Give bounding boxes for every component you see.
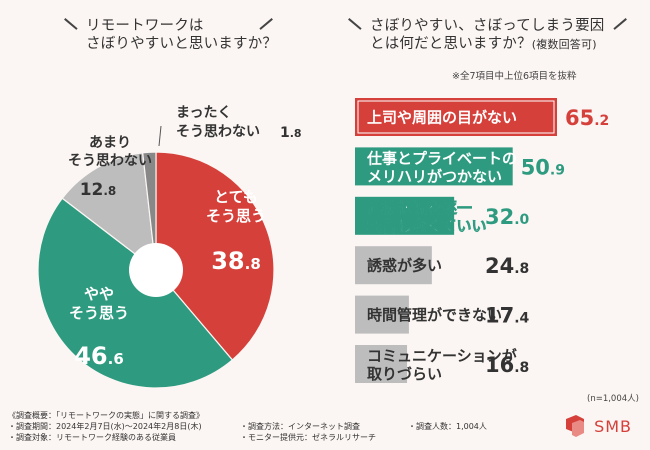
pie-center-hole <box>129 243 183 297</box>
footer-col-1: 《調査概要：「リモートワークの実態」に関する調査》 ・調査期間：2024年2月7… <box>8 410 204 443</box>
slice-label-very-much: とてもそう思う <box>206 188 266 225</box>
slice-label-not-at-all-2: そう思わない <box>176 124 260 140</box>
survey-count: ・調査人数：1,004人 <box>408 422 487 431</box>
slice-value-not-at-all: 1.8 <box>280 125 302 141</box>
right-question-line-2: とは何だと思いますか？ <box>370 36 532 52</box>
slice-very-much <box>155 151 275 361</box>
right-note: ※全7項目中上位6項目を抜粋 <box>452 71 577 82</box>
bar-time-management <box>355 295 409 334</box>
right-question-deco-left <box>348 18 362 30</box>
slice-not-at-all <box>142 151 157 271</box>
survey-title: 《調査概要：「リモートワークの実態」に関する調査》 <box>8 411 204 420</box>
bar-value-4: 24.8 <box>485 254 529 278</box>
slice-label-not-at-all-1: まったく <box>176 105 231 121</box>
bar-value-2: 50.9 <box>521 155 565 179</box>
slice-label-somewhat: ややそう思う <box>69 285 129 322</box>
bar-temptation <box>355 246 432 285</box>
bar-work-life-boundary <box>355 147 513 186</box>
survey-target: ・調査対象：リモートワーク経験のある従業員 <box>8 433 176 442</box>
bar-boss-absent <box>355 98 557 136</box>
bar-value-6: 16.8 <box>485 353 529 377</box>
survey-period: ・調査期間：2024年2月7日(水)～2024年2月8日(木) <box>8 422 202 431</box>
left-question-line-1: リモートワークは <box>86 18 204 34</box>
smb-logo-icon <box>566 415 585 437</box>
bar-label-4: 誘惑が多い <box>367 257 442 275</box>
bar-highlight-border <box>357 100 555 134</box>
bar-communication <box>355 345 408 383</box>
footer-col-2: ・調査方法：インターネット調査 ・モニター提供元：ゼネラルリサーチ <box>240 421 376 443</box>
brand-logo: SMB <box>562 412 632 440</box>
bar-label-6: コミュニケーションが取りづらい <box>367 347 518 383</box>
bar-value-1: 65.2 <box>565 106 609 130</box>
left-question: リモートワークは さぼりやすいと思いますか？ <box>86 17 277 53</box>
footer-col-3: ・調査人数：1,004人 <box>408 421 487 432</box>
slice-somewhat <box>37 197 234 388</box>
bar-label-5: 時間管理ができない <box>367 306 502 324</box>
right-question: さぼりやすい、さぼってしまう要因 とは何だと思いますか？(複数回答可) <box>370 17 604 54</box>
slice-not-really <box>61 152 157 272</box>
left-question-line-2: さぼりやすいと思いますか？ <box>86 36 278 52</box>
right-question-suffix: (複数回答可) <box>531 38 597 51</box>
bar-label-1: 上司や周囲の目がない <box>367 109 517 127</box>
brand-name: SMB <box>594 416 632 436</box>
bar-label-2: 仕事とプライベートのメリハリがつかない <box>366 149 517 185</box>
sample-size: (n=1,004人) <box>587 394 639 404</box>
bar-value-3: 32.0 <box>485 205 530 229</box>
slice-label-not-really: あまりそう思わない <box>68 135 152 169</box>
bar-chart: 上司や周囲の目がない 65.2 仕事とプライベートのメリハリがつかない 50.9 進捗状… <box>355 98 609 383</box>
slice-value-somewhat: 46.6 <box>74 342 124 370</box>
bar-value-5: 17.4 <box>485 304 530 328</box>
left-question-deco-left <box>64 18 78 30</box>
survey-provider: ・モニター提供元：ゼネラルリサーチ <box>240 433 376 442</box>
right-question-deco-right <box>613 18 627 30</box>
right-question-line-1: さぼりやすい、さぼってしまう要因 <box>370 18 605 34</box>
bar-no-progress-report <box>355 196 455 235</box>
bar-label-3: 進捗状況を逐一報告しなくていい <box>367 199 487 235</box>
slice-value-not-really: 12.8 <box>80 180 117 200</box>
survey-method: ・調査方法：インターネット調査 <box>240 422 360 431</box>
leader-line-not-at-all <box>158 125 162 147</box>
slice-value-very-much: 38.8 <box>211 247 261 275</box>
pie-chart: とてもそう思う 38.8 ややそう思う 46.6 あまりそう思わない 12.8 まったくそう… <box>37 105 302 388</box>
